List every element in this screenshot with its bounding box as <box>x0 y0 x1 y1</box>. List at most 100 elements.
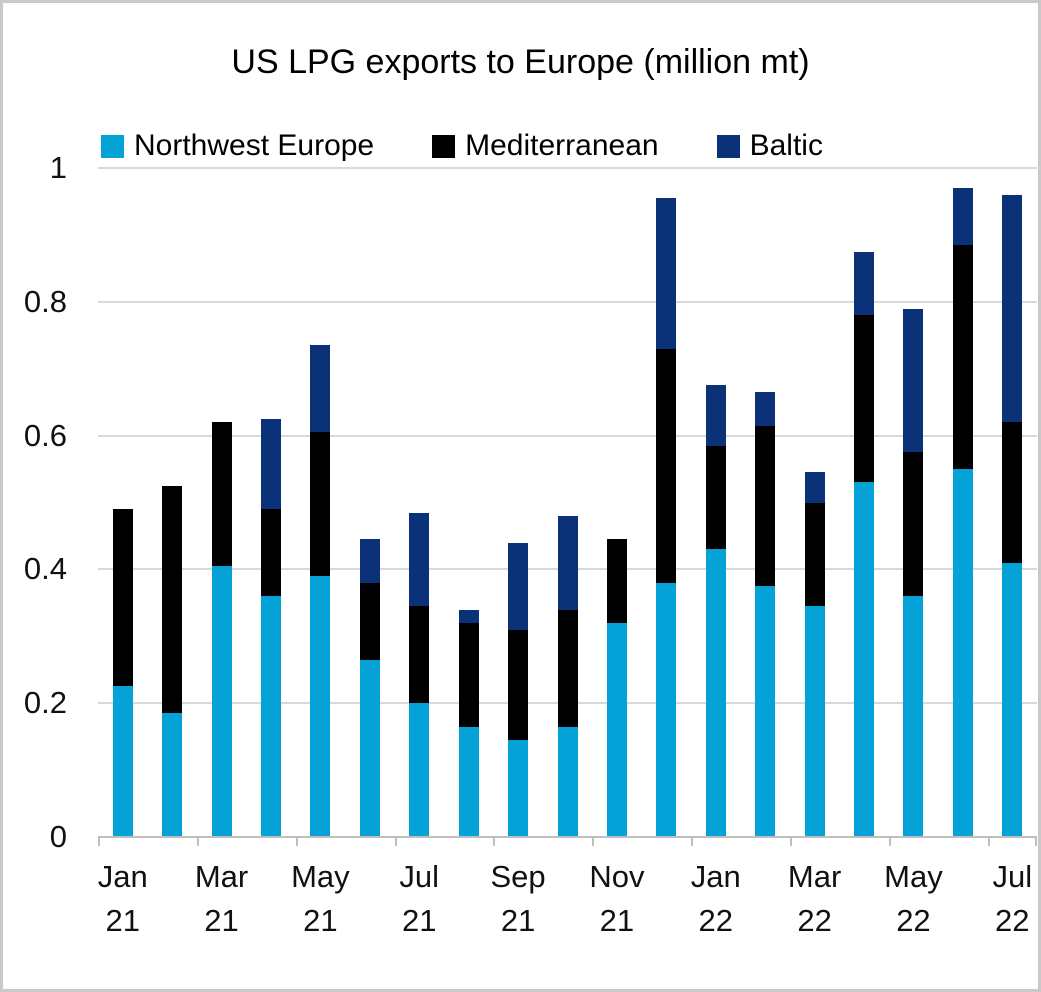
bar-segment-oct-21-baltic <box>557 515 578 610</box>
x-axis-tick <box>691 837 694 846</box>
x-axis-tick <box>592 837 595 846</box>
bar-segment-nov-21-northwest-europe <box>606 622 627 837</box>
bar-segment-sep-21-mediterranean <box>508 629 529 740</box>
bar-segment-oct-21-mediterranean <box>557 609 578 727</box>
bar-segment-sep-21-baltic <box>508 542 529 630</box>
bar-segment-dec-21-baltic <box>656 198 677 349</box>
bar-segment-aug-21-northwest-europe <box>458 726 479 837</box>
legend-item-mediterranean: Mediterranean <box>432 129 659 163</box>
bar-segment-jun-21-baltic <box>359 539 380 583</box>
bar-segment-feb-22-northwest-europe <box>755 586 776 837</box>
bar-segment-may-22-baltic <box>903 308 924 453</box>
legend-label-northwest-europe: Northwest Europe <box>134 129 375 162</box>
x-tick-label-nov-21: Nov 21 <box>557 855 677 943</box>
y-tick-label: 0.6 <box>23 417 67 453</box>
bar-segment-sep-21-northwest-europe <box>508 740 529 837</box>
x-tick-year: 21 <box>500 903 536 938</box>
x-tick-year: 21 <box>599 903 635 938</box>
bar-segment-apr-21-baltic <box>260 418 281 510</box>
x-tick-label-may-22: May 22 <box>853 855 973 943</box>
bar-segment-jun-22-baltic <box>952 188 973 245</box>
bar-segment-dec-21-northwest-europe <box>656 582 677 837</box>
legend-swatch-mediterranean-icon <box>432 134 456 158</box>
bar-segment-aug-21-mediterranean <box>458 622 479 727</box>
x-axis-line <box>98 836 1037 838</box>
bar-segment-jun-22-northwest-europe <box>952 469 973 837</box>
x-tick-month: Jan <box>690 859 741 894</box>
bar-segment-mar-22-mediterranean <box>804 502 825 607</box>
y-tick-label: 0.2 <box>23 685 67 721</box>
y-tick-label: 0.8 <box>23 283 67 319</box>
gridline <box>98 167 1037 169</box>
x-tick-label-mar-21: Mar 21 <box>162 855 282 943</box>
bar-segment-jul-21-northwest-europe <box>409 703 430 837</box>
chart-title: US LPG exports to Europe (million mt) <box>231 43 810 81</box>
x-tick-month: Jan <box>97 859 148 894</box>
x-tick-year: 22 <box>995 903 1030 938</box>
bar-segment-aug-21-baltic <box>458 609 479 623</box>
bar-segment-dec-21-mediterranean <box>656 348 677 583</box>
bar-segment-apr-22-baltic <box>854 251 875 316</box>
x-tick-year: 22 <box>896 903 931 938</box>
bar-segment-jun-22-mediterranean <box>952 244 973 470</box>
legend: Northwest Europe Mediterranean Baltic <box>101 129 823 163</box>
x-tick-year: 21 <box>303 903 338 938</box>
x-axis-tick <box>1035 837 1037 846</box>
y-tick-label: 0 <box>49 819 67 854</box>
bar-segment-jan-21-mediterranean <box>112 509 133 687</box>
y-tick-label: 0.4 <box>23 551 67 587</box>
bar-segment-jan-22-northwest-europe <box>705 549 726 837</box>
x-tick-year: 22 <box>797 903 832 938</box>
bar-segment-apr-21-mediterranean <box>260 509 281 597</box>
bar-segment-mar-21-northwest-europe <box>211 566 232 837</box>
bar-segment-jul-22-baltic <box>1002 194 1023 423</box>
x-tick-month: Mar <box>787 859 842 894</box>
legend-swatch-northwest-europe-icon <box>101 134 124 158</box>
x-axis-tick <box>196 837 199 846</box>
x-tick-month: Mar <box>194 859 249 894</box>
x-tick-label-jul-22: Jul 22 <box>952 855 1038 943</box>
bar-segment-feb-22-baltic <box>755 392 776 426</box>
x-tick-label-jan-22: Jan 22 <box>656 855 776 943</box>
x-tick-label-may-21: May 21 <box>260 855 380 943</box>
y-tick-label: 1 <box>49 150 67 185</box>
x-tick-year: 22 <box>698 903 733 938</box>
x-tick-month: Jul <box>399 859 440 894</box>
bar-segment-jul-21-baltic <box>409 512 430 607</box>
bar-segment-jan-22-baltic <box>705 385 726 446</box>
bar-segment-oct-21-northwest-europe <box>557 726 578 837</box>
bar-segment-may-21-baltic <box>310 345 331 433</box>
bar-segment-may-22-mediterranean <box>903 452 924 597</box>
bar-segment-feb-22-mediterranean <box>755 425 776 587</box>
x-tick-month: May <box>884 859 943 894</box>
gridline <box>98 434 1037 437</box>
x-tick-year: 21 <box>204 903 239 938</box>
x-tick-label-jul-21: Jul 21 <box>359 855 479 943</box>
bar-segment-mar-22-northwest-europe <box>804 606 825 837</box>
bar-segment-jan-21-northwest-europe <box>112 686 133 837</box>
legend-label-mediterranean: Mediterranean <box>465 129 659 162</box>
bar-segment-feb-21-mediterranean <box>162 485 183 714</box>
x-tick-month: May <box>291 859 350 894</box>
bar-segment-apr-21-northwest-europe <box>260 596 281 837</box>
bar-segment-mar-21-mediterranean <box>211 422 232 567</box>
x-tick-label-jan-21: Jan 21 <box>63 855 183 943</box>
legend-item-baltic: Baltic <box>716 129 823 163</box>
bar-segment-may-21-mediterranean <box>310 432 331 577</box>
x-axis-tick <box>394 837 397 846</box>
plot-area <box>98 167 1037 846</box>
bar-segment-may-22-northwest-europe <box>903 596 924 837</box>
bar-segment-mar-22-baltic <box>804 472 825 503</box>
bar-segment-jul-22-mediterranean <box>1002 422 1023 563</box>
bar-segment-nov-21-mediterranean <box>606 539 627 623</box>
x-tick-label-mar-22: Mar 22 <box>755 855 875 943</box>
bar-segment-jun-21-mediterranean <box>359 582 380 660</box>
bar-segment-jun-21-northwest-europe <box>359 659 380 837</box>
x-tick-label-sep-21: Sep 21 <box>458 855 578 943</box>
x-axis-tick <box>493 837 496 846</box>
bar-segment-jul-21-mediterranean <box>409 606 430 704</box>
legend-swatch-baltic-icon <box>716 134 740 158</box>
bar-segment-apr-22-mediterranean <box>854 315 875 483</box>
gridline <box>98 300 1037 303</box>
